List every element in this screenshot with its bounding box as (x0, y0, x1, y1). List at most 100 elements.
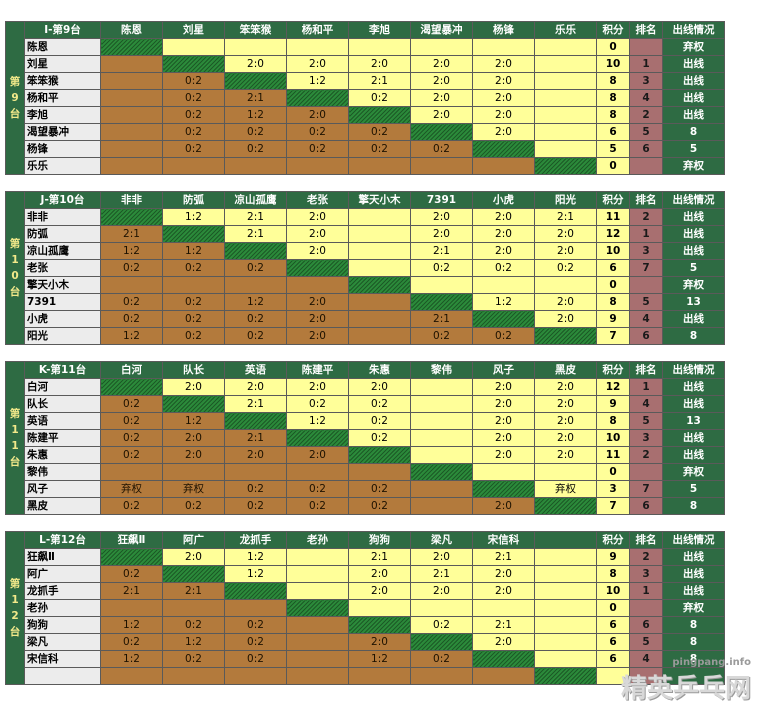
group-table-4: 第 1 2 台 L-第12台 狂飙Ⅱ 阿广 龙抓手 老孙 狗狗 梁凡 宋信科 积分 排名 出线情况 狂飙Ⅱ 2:… (5, 531, 725, 685)
match-result-cell (410, 497, 473, 515)
column-player-name: 队长 (162, 361, 225, 379)
match-result-cell: 0:2 (224, 123, 287, 141)
match-result-cell: 1:2 (162, 208, 225, 226)
match-result-cell: 2:0 (410, 208, 473, 226)
match-result-cell (348, 38, 411, 56)
match-result-cell: 2:0 (472, 208, 535, 226)
match-result-cell: 2:0 (534, 378, 597, 396)
rank-cell: 1 (629, 225, 663, 243)
player-row: 老孙 0 弃权 (6, 599, 725, 617)
status-cell: 弃权 (662, 599, 725, 617)
player-row: 擎天小木 0 弃权 (6, 276, 725, 294)
match-result-cell: 2:0 (534, 412, 597, 430)
match-result-cell: 2:1 (348, 548, 411, 566)
match-result-cell: 2:0 (472, 72, 535, 90)
status-cell: 出线 (662, 395, 725, 413)
column-player-name: 笨笨猴 (224, 21, 287, 39)
column-player-name: 梁凡 (410, 531, 473, 549)
match-result-cell (410, 38, 473, 56)
column-player-name: 老孙 (286, 531, 349, 549)
match-result-cell: 0:2 (286, 140, 349, 158)
match-result-cell: 0:2 (224, 140, 287, 158)
row-player-name: 老孙 (24, 599, 101, 617)
row-player-name: 队长 (24, 395, 101, 413)
player-row: 宋信科 1:2 0:2 0:2 1:2 0:2 6 4 8 (6, 650, 725, 668)
match-result-cell (472, 140, 535, 158)
match-result-cell: 0:2 (100, 565, 163, 583)
match-result-cell: 0:2 (410, 650, 473, 668)
match-result-cell: 2:0 (348, 378, 411, 396)
row-player-name: 笨笨猴 (24, 72, 101, 90)
rank-cell: 5 (629, 633, 663, 651)
match-result-cell (534, 582, 597, 600)
rank-cell: 2 (629, 106, 663, 124)
rank-cell: 3 (629, 242, 663, 260)
status-cell: 弃权 (662, 276, 725, 294)
player-row: 刘星 2:0 2:0 2:0 2:0 2:0 10 1 出线 (6, 55, 725, 73)
match-result-cell (100, 106, 163, 124)
player-row: 黑皮 0:2 0:2 0:2 0:2 0:2 2:0 7 6 8 (6, 497, 725, 515)
match-result-cell: 1:2 (162, 242, 225, 260)
rank-cell: 6 (629, 327, 663, 345)
match-result-cell: 2:0 (224, 446, 287, 464)
group-title: I-第9台 (24, 21, 101, 39)
match-result-cell (286, 463, 349, 481)
match-result-cell (286, 650, 349, 668)
side-char: 台 (9, 108, 21, 120)
group-side-label: 第 9 台 (5, 21, 25, 175)
match-result-cell: 0:2 (162, 327, 225, 345)
row-player-name: 黎伟 (24, 463, 101, 481)
player-row: 笨笨猴 0:2 1:2 2:1 2:0 2:0 8 3 出线 (6, 72, 725, 90)
match-result-cell (348, 208, 411, 226)
rank-cell: 2 (629, 446, 663, 464)
score-cell: 11 (596, 446, 630, 464)
match-result-cell: 2:0 (410, 225, 473, 243)
status-cell: 8 (662, 633, 725, 651)
column-player-name: 凉山孤鹰 (224, 191, 287, 209)
score-cell: 12 (596, 378, 630, 396)
match-result-cell: 2:1 (224, 429, 287, 447)
match-result-cell (100, 599, 163, 617)
side-char: 台 (9, 626, 21, 638)
match-result-cell: 0:2 (224, 633, 287, 651)
match-result-cell (162, 667, 225, 685)
player-row: 老张 0:2 0:2 0:2 0:2 0:2 0:2 6 7 5 (6, 259, 725, 277)
match-result-cell (286, 276, 349, 294)
group-side-label: 第 1 1 台 (5, 361, 25, 515)
match-result-cell: 2:1 (472, 616, 535, 634)
column-player-name: 杨锋 (472, 21, 535, 39)
rank-cell (629, 276, 663, 294)
column-player-name: 擎天小木 (348, 191, 411, 209)
side-char: 第 (9, 578, 21, 590)
match-result-cell: 0:2 (348, 429, 411, 447)
match-result-cell: 2:0 (286, 446, 349, 464)
player-row: 朱惠 0:2 2:0 2:0 2:0 2:0 2:0 11 2 出线 (6, 446, 725, 464)
match-result-cell: 2:1 (224, 225, 287, 243)
rank-cell: 7 (629, 259, 663, 277)
match-result-cell (348, 327, 411, 345)
match-result-cell: 2:0 (162, 429, 225, 447)
match-result-cell (534, 106, 597, 124)
group-table-3: 第 1 1 台 K-第11台 白河 队长 英语 陈建平 朱惠 黎伟 风子 黑皮 积分 排名 出线情况 白河 2:0… (5, 361, 725, 515)
row-player-name (24, 667, 101, 685)
match-result-cell (100, 667, 163, 685)
match-result-cell (224, 667, 287, 685)
match-result-cell (410, 123, 473, 141)
score-cell: 8 (596, 72, 630, 90)
side-char: 1 (11, 594, 19, 606)
match-result-cell: 2:0 (534, 225, 597, 243)
match-result-cell (100, 378, 163, 396)
match-result-cell (534, 667, 597, 685)
match-result-cell (472, 310, 535, 328)
player-row: 阳光 1:2 0:2 0:2 2:0 0:2 0:2 7 6 8 (6, 327, 725, 345)
match-result-cell (410, 412, 473, 430)
match-result-cell: 0:2 (224, 310, 287, 328)
match-result-cell: 0:2 (162, 310, 225, 328)
player-row: 阿广 0:2 1:2 2:0 2:1 2:0 8 3 出线 (6, 565, 725, 583)
match-result-cell: 2:0 (410, 582, 473, 600)
rank-cell: 2 (629, 548, 663, 566)
status-cell: 出线 (662, 582, 725, 600)
match-result-cell (534, 616, 597, 634)
rank-cell: 6 (629, 616, 663, 634)
match-result-cell: 2:0 (472, 429, 535, 447)
